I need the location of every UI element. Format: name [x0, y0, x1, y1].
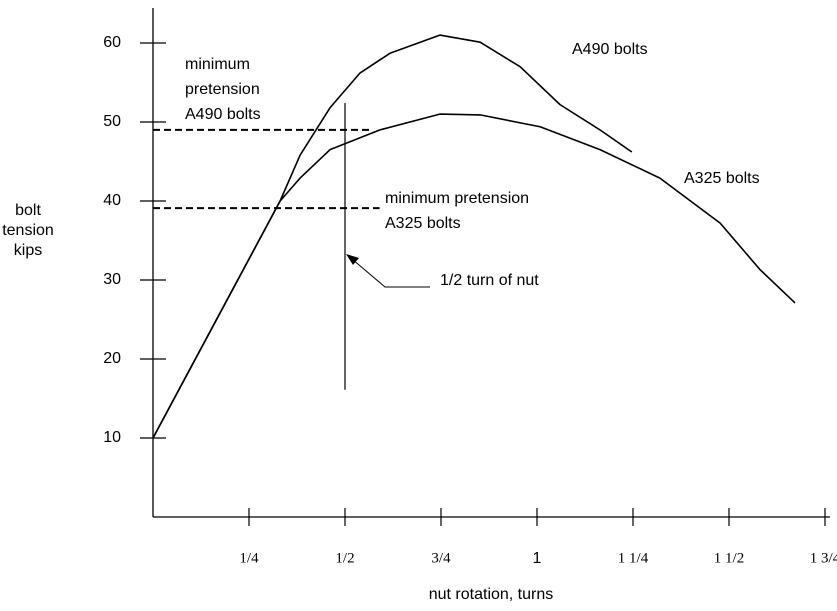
- series-label: A490 bolts: [572, 41, 648, 58]
- annotation: A325 bolts: [385, 215, 461, 232]
- leader-line: [351, 258, 430, 288]
- series-line: [152, 113, 796, 439]
- y-tick-label: 20: [103, 350, 121, 367]
- annotation: A490 bolts: [185, 106, 261, 123]
- annotation: 1/2 turn of nut: [440, 272, 539, 289]
- x-tick-label: 1/2: [335, 550, 354, 566]
- x-tick-label: 1 1/4: [618, 550, 649, 566]
- y-tick-label: 10: [103, 429, 121, 446]
- y-axis-label: tension: [2, 222, 54, 239]
- x-axis-label: nut rotation, turns: [429, 586, 554, 603]
- y-tick-label: 30: [103, 271, 121, 288]
- series-line: [152, 34, 633, 439]
- y-tick-label: 50: [103, 113, 121, 130]
- arrowhead: [346, 254, 359, 265]
- annotation: minimum pretension: [385, 190, 529, 207]
- x-tick-label: 1 1/2: [714, 550, 744, 566]
- x-tick-label: 3/4: [431, 550, 451, 566]
- y-tick-label: 60: [103, 34, 121, 51]
- y-axis-label: kips: [14, 242, 42, 259]
- y-axis-label: bolt: [15, 202, 41, 219]
- annotation: minimum: [185, 56, 250, 73]
- y-tick-label: 40: [103, 192, 121, 209]
- x-tick-label: 1/4: [239, 550, 259, 566]
- x-tick-label: 1 3/4: [810, 550, 837, 566]
- annotation: pretension: [185, 81, 260, 98]
- x-tick-label: 1: [533, 550, 542, 567]
- series-label: A325 bolts: [684, 170, 760, 187]
